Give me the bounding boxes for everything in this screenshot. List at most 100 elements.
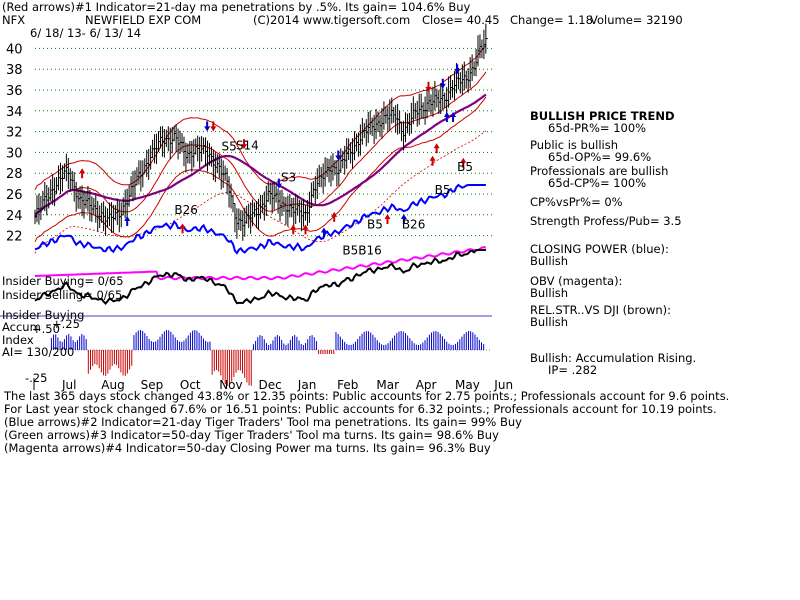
down-arrow-icon (204, 121, 211, 132)
relstr-path (34, 249, 486, 305)
up-arrow-icon (460, 157, 467, 168)
ma50-path (34, 93, 487, 218)
pr-value: 65d-PR%= 100% (548, 121, 647, 135)
y-axis-labels: 22 24 26 28 30 32 34 36 38 40 (6, 42, 23, 244)
indicator-1-text: (Red arrows)#1 Indicator=21-day ma penet… (2, 0, 471, 14)
down-arrow-icon (275, 178, 282, 189)
x-tick-dec: Dec (259, 378, 282, 392)
close-value: Close= 40.45 (422, 13, 500, 27)
insider-selling-label: Insider Selling= 0/65 (2, 288, 123, 302)
index-label: Index (2, 333, 34, 347)
up-arrow-icon (450, 112, 457, 123)
down-arrow-icon (439, 78, 446, 89)
y-tick-26: 26 (6, 188, 23, 203)
y-tick-30: 30 (6, 146, 23, 161)
upper-band (34, 44, 487, 191)
op-value: 65d-OP%= 99.6% (548, 150, 652, 164)
y-tick-36: 36 (6, 84, 23, 99)
footer-line-5: (Magenta arrows)#4 Indicator=50-day Clos… (4, 441, 491, 455)
signal-b5b16: B5B16 (342, 243, 381, 257)
signal-b26: B26 (402, 217, 426, 231)
lower-band (34, 96, 487, 243)
up-arrow-icon (443, 112, 450, 123)
footer-line-4: (Green arrows)#3 Indicator=50-day Tiger … (4, 428, 499, 442)
x-tick-nov: Nov (219, 378, 242, 392)
cp-value: 65d-CP%= 100% (548, 176, 647, 190)
x-tick-jul: Jul (61, 378, 76, 392)
ma50-line (34, 93, 487, 218)
up-arrow-icon (433, 143, 440, 154)
company-name: NEWFIELD EXP COM (85, 13, 202, 27)
y-tick-28: 28 (6, 167, 23, 182)
down-arrow-icon (454, 64, 461, 75)
closing-power-status: Bullish (530, 254, 569, 268)
x-tick-apr: Apr (416, 378, 437, 392)
strength-value: Strength Profess/Pub= 3.5 (530, 214, 682, 228)
x-tick-oct: Oct (180, 378, 201, 392)
x-tick-aug: Aug (101, 378, 124, 392)
up-arrow-icon (290, 224, 297, 235)
closing-power-path (34, 183, 486, 255)
accum-minus25-label: -.25 (25, 371, 48, 385)
up-arrow-icon (302, 224, 309, 235)
footer-line-2: For Last year stock changed 67.6% or 16.… (4, 402, 717, 416)
up-arrow-icon (124, 216, 131, 227)
y-tick-24: 24 (6, 209, 23, 224)
up-arrow-icon (429, 155, 436, 166)
copyright-text: (C)2014 www.tigersoft.com (253, 13, 411, 27)
signal-b26: B26 (174, 203, 198, 217)
relstr-title: REL.STR..VS DJI (brown): (530, 303, 672, 317)
ticker-symbol: NFX (2, 13, 26, 27)
signal-s14: S14 (236, 138, 259, 152)
signal-b5: B5 (457, 160, 473, 174)
y-tick-32: 32 (6, 126, 23, 141)
insider-buying-label: Insider Buying= 0/65 (2, 274, 124, 288)
x-tick-mar: Mar (376, 378, 399, 392)
up-arrow-icon (384, 213, 391, 224)
y-tick-22: 22 (6, 230, 23, 245)
signal-b5: B5 (435, 183, 451, 197)
relstr-status: Bullish (530, 315, 569, 329)
up-arrow-icon (179, 223, 186, 234)
relstr-line (34, 249, 486, 305)
signal-s5: S5 (221, 139, 236, 153)
accum-plus50-label: +.50 (32, 322, 60, 336)
obv-path (34, 246, 487, 281)
ai-label: AI= 130/200 (2, 345, 75, 359)
x-tick-sep: Sep (141, 378, 164, 392)
closing-power-title: CLOSING POWER (blue): (530, 242, 669, 256)
footer-line-1: The last 365 days stock changed 43.8% or… (4, 389, 730, 403)
ip-value: IP= .282 (548, 363, 598, 377)
accum-plus25-label: +.25 (52, 317, 80, 331)
y-tick-34: 34 (6, 105, 23, 120)
obv-line (34, 246, 487, 281)
change-value: Change= 1.18 (510, 13, 593, 27)
closing-power-line (34, 183, 486, 255)
signal-b5: B5 (367, 217, 383, 231)
trend-title: BULLISH PRICE TREND (530, 109, 675, 123)
x-tick-jun: Jun (493, 378, 513, 392)
x-tick-feb: Feb (337, 378, 358, 392)
obv-status: Bullish (530, 286, 569, 300)
down-arrow-icon (210, 121, 217, 132)
obv-title: OBV (magenta): (530, 274, 623, 288)
x-axis-months: Jul Aug Sep Oct Nov Dec Jan Feb Mar Apr May Jun (61, 378, 513, 392)
footer-line-3: (Blue arrows)#2 Indicator=21-day Tiger T… (4, 415, 522, 429)
x-tick-may: May (455, 378, 480, 392)
down-arrow-icon (425, 81, 432, 92)
pro-title: Professionals are bullish (530, 164, 669, 178)
cpvspr-value: CP%vsPr%= 0% (530, 195, 623, 209)
accum-label: Accum (2, 320, 41, 334)
public-title: Public is bullish (530, 138, 618, 152)
accum-title: Bullish: Accumulation Rising. (530, 351, 697, 365)
y-tick-40: 40 (6, 42, 23, 57)
signal-s3: S3 (281, 171, 296, 185)
y-tick-38: 38 (6, 63, 23, 78)
date-range: 6/ 18/ 13- 6/ 13/ 14 (30, 26, 142, 40)
volume-value: Volume= 32190 (590, 13, 683, 27)
accumulation-index (50, 330, 485, 386)
up-arrow-icon (400, 213, 407, 224)
down-arrow-icon (241, 139, 248, 150)
up-arrow-icon (79, 168, 86, 179)
